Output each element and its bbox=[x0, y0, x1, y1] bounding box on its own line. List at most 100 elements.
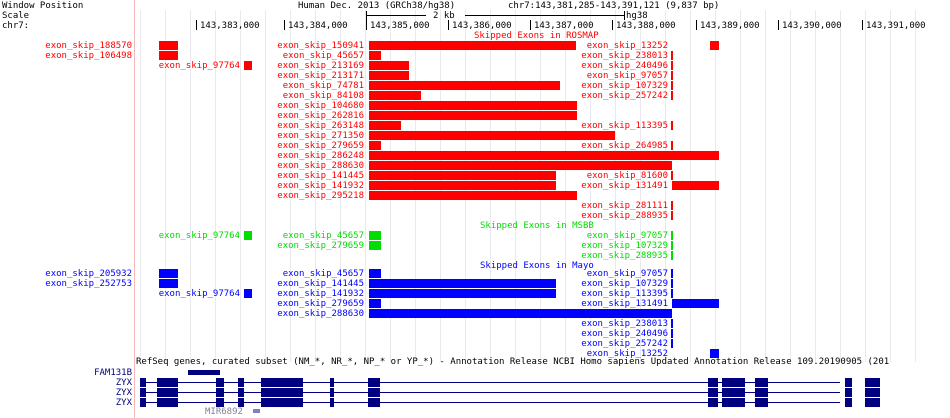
ruler-tick-label[interactable]: 143,390,000 bbox=[782, 21, 842, 31]
gene-exon[interactable] bbox=[865, 388, 880, 397]
mayo-exon-label[interactable]: exon_skip_97057 bbox=[586, 269, 668, 279]
rosmap-exon-bar[interactable] bbox=[369, 191, 577, 200]
rosmap-side-label[interactable]: exon_skip_106498 bbox=[45, 51, 132, 61]
ruler-tick-label[interactable]: 143,388,000 bbox=[616, 21, 676, 31]
rosmap-exon-bar[interactable] bbox=[369, 81, 560, 90]
gene-exon[interactable] bbox=[845, 378, 852, 387]
gene-exon[interactable] bbox=[261, 398, 303, 407]
rosmap-exon-label[interactable]: exon_skip_271350 bbox=[277, 131, 364, 141]
rosmap-exon-label[interactable]: exon_skip_263148 bbox=[277, 121, 364, 131]
rosmap-exon-bar[interactable] bbox=[369, 101, 577, 110]
ruler-tick-label[interactable]: 143,391,000 bbox=[866, 21, 926, 31]
rosmap-exon-bar[interactable] bbox=[671, 71, 673, 80]
mir-label[interactable]: MIR6892 bbox=[205, 407, 243, 417]
mayo-exon-bar[interactable] bbox=[369, 269, 381, 278]
mayo-exon-bar[interactable] bbox=[671, 319, 673, 328]
rosmap-exon-label[interactable]: exon_skip_113395 bbox=[581, 121, 668, 131]
region-coordinates[interactable]: chr7:143,381,285-143,391,121 (9,837 bp) bbox=[508, 1, 720, 11]
rosmap-exon-bar[interactable] bbox=[369, 71, 409, 80]
rosmap-exon-label[interactable]: exon_skip_286248 bbox=[277, 151, 364, 161]
gene-exon[interactable] bbox=[368, 388, 380, 397]
msbb-exon-bar[interactable] bbox=[369, 241, 381, 250]
rosmap-exon-bar[interactable] bbox=[369, 91, 421, 100]
gene-exon[interactable] bbox=[755, 388, 768, 397]
mayo-exon-bar[interactable] bbox=[369, 279, 556, 288]
rosmap-exon-label[interactable]: exon_skip_13252 bbox=[586, 41, 668, 51]
gene-exon[interactable] bbox=[708, 378, 718, 387]
rosmap-exon-bar[interactable] bbox=[369, 111, 577, 120]
scale-value[interactable]: 2 kb bbox=[433, 11, 455, 21]
rosmap-exon-label[interactable]: exon_skip_141445 bbox=[277, 171, 364, 181]
assembly-title[interactable]: Human Dec. 2013 (GRCh38/hg38) bbox=[298, 1, 456, 11]
refseq-track-title[interactable]: RefSeq genes, curated subset (NM_*, NR_*… bbox=[136, 357, 890, 367]
rosmap-exon-bar[interactable] bbox=[671, 211, 673, 220]
window-position-label[interactable]: Window Position bbox=[2, 1, 84, 11]
rosmap-exon-label[interactable]: exon_skip_74781 bbox=[282, 81, 364, 91]
rosmap-exon-label[interactable]: exon_skip_150941 bbox=[277, 41, 364, 51]
rosmap-exon-label[interactable]: exon_skip_213171 bbox=[277, 71, 364, 81]
mayo-exon-bar[interactable] bbox=[710, 349, 719, 358]
mayo-exon-bar[interactable] bbox=[369, 299, 381, 308]
mayo-exon-label[interactable]: exon_skip_288630 bbox=[277, 309, 364, 319]
rosmap-exon-label[interactable]: exon_skip_81600 bbox=[586, 171, 668, 181]
rosmap-exon-bar[interactable] bbox=[369, 141, 381, 150]
rosmap-exon-bar[interactable] bbox=[369, 41, 576, 50]
gene-exon[interactable] bbox=[157, 398, 178, 407]
gene-exon[interactable] bbox=[330, 378, 334, 387]
mayo-exon-bar[interactable] bbox=[369, 289, 556, 298]
ruler-tick-label[interactable]: 143,387,000 bbox=[534, 21, 594, 31]
rosmap-exon-label[interactable]: exon_skip_288935 bbox=[581, 211, 668, 221]
rosmap-exon-bar[interactable] bbox=[671, 201, 673, 210]
rosmap-exon-label[interactable]: exon_skip_213169 bbox=[277, 61, 364, 71]
rosmap-exon-bar[interactable] bbox=[369, 61, 409, 70]
mayo-exon-label[interactable]: exon_skip_279659 bbox=[277, 299, 364, 309]
gene-exon[interactable] bbox=[157, 378, 178, 387]
gene-exon[interactable] bbox=[238, 388, 244, 397]
chrom-label[interactable]: chr7: bbox=[2, 21, 30, 31]
mayo-side-label[interactable]: exon_skip_252753 bbox=[45, 279, 132, 289]
gene-label[interactable]: ZYX bbox=[115, 378, 132, 388]
ruler-tick-label[interactable]: 143,384,000 bbox=[288, 21, 348, 31]
gene-exon[interactable] bbox=[140, 388, 146, 397]
gene-exon[interactable] bbox=[708, 388, 718, 397]
gene-exon[interactable] bbox=[157, 388, 178, 397]
rosmap-exon-label[interactable]: exon_skip_97057 bbox=[586, 71, 668, 81]
rosmap-exon-bar[interactable] bbox=[671, 51, 673, 60]
rosmap-exon-bar[interactable] bbox=[671, 121, 673, 130]
mayo-exon-label[interactable]: exon_skip_257242 bbox=[581, 339, 668, 349]
mayo-exon-label[interactable]: exon_skip_141932 bbox=[277, 289, 364, 299]
mayo-exon-bar[interactable] bbox=[671, 269, 673, 278]
gene-exon[interactable] bbox=[865, 378, 880, 387]
rosmap-exon-bar[interactable] bbox=[710, 41, 719, 50]
rosmap-exon-bar[interactable] bbox=[671, 91, 673, 100]
mayo-exon-label[interactable]: exon_skip_45657 bbox=[282, 269, 364, 279]
rosmap-exon-bar[interactable] bbox=[159, 51, 178, 60]
mir-exon[interactable] bbox=[253, 409, 260, 413]
rosmap-exon-label[interactable]: exon_skip_264985 bbox=[581, 141, 668, 151]
mayo-exon-bar[interactable] bbox=[244, 289, 252, 298]
rosmap-exon-label[interactable]: exon_skip_295218 bbox=[277, 191, 364, 201]
msbb-exon-label[interactable]: exon_skip_279659 bbox=[277, 241, 364, 251]
mayo-exon-label[interactable]: exon_skip_13252 bbox=[586, 349, 668, 359]
scale-label[interactable]: Scale bbox=[2, 11, 30, 21]
rosmap-exon-bar[interactable] bbox=[244, 61, 252, 70]
rosmap-exon-label[interactable]: exon_skip_84108 bbox=[282, 91, 364, 101]
rosmap-exon-label[interactable]: exon_skip_104680 bbox=[277, 101, 364, 111]
rosmap-exon-bar[interactable] bbox=[369, 151, 719, 160]
gene-exon[interactable] bbox=[238, 398, 244, 407]
rosmap-exon-label[interactable]: exon_skip_97764 bbox=[158, 61, 240, 71]
mayo-exon-label[interactable]: exon_skip_240496 bbox=[581, 329, 668, 339]
gene-exon[interactable] bbox=[188, 370, 220, 375]
msbb-exon-label[interactable]: exon_skip_97057 bbox=[586, 231, 668, 241]
msbb-exon-label[interactable]: exon_skip_45657 bbox=[282, 231, 364, 241]
rosmap-exon-bar[interactable] bbox=[672, 181, 719, 190]
rosmap-exon-bar[interactable] bbox=[671, 141, 673, 150]
msbb-exon-bar[interactable] bbox=[671, 251, 673, 260]
msbb-exon-label[interactable]: exon_skip_288935 bbox=[581, 251, 668, 261]
ruler-tick-label[interactable]: 143,385,000 bbox=[370, 21, 430, 31]
msbb-exon-label[interactable]: exon_skip_97764 bbox=[158, 231, 240, 241]
gene-exon[interactable] bbox=[722, 388, 745, 397]
mayo-exon-bar[interactable] bbox=[369, 309, 672, 318]
gene-exon[interactable] bbox=[755, 378, 768, 387]
gene-exon[interactable] bbox=[216, 388, 224, 397]
